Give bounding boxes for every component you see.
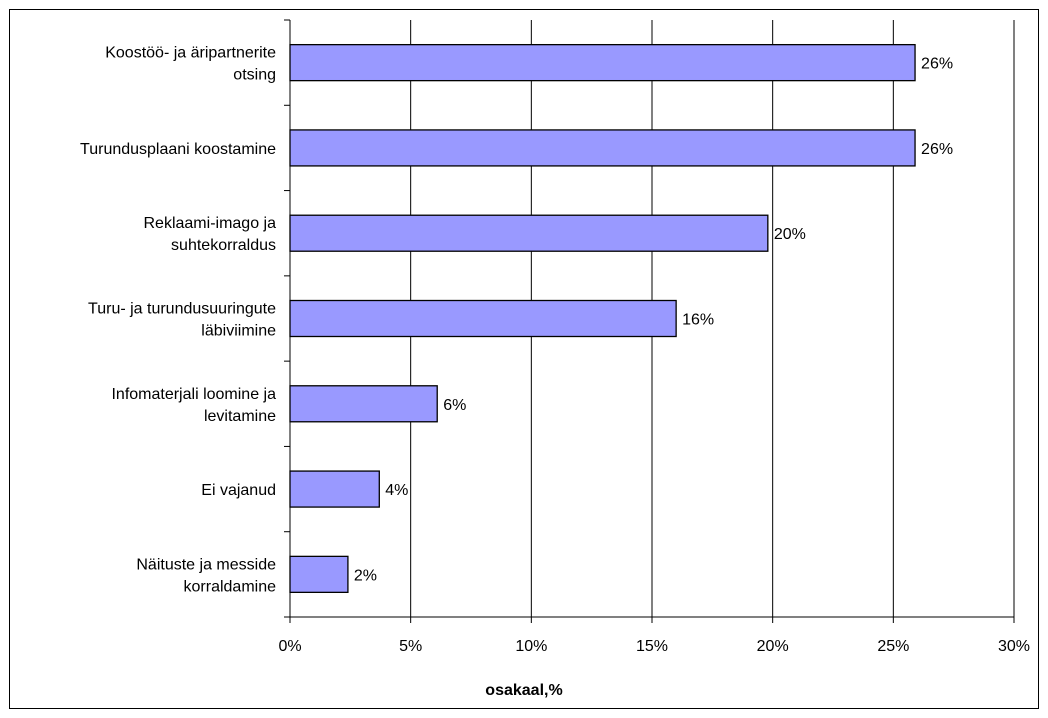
bar [289,385,438,423]
category-label: Infomaterjali loomine ja [111,386,276,403]
labels: 0% 5% 10% 15% 20% 25% 30% 26% Koostöö- ja äripar… [80,45,1030,655]
category-label: Turundusplaani koostamine [80,141,276,158]
bar [289,555,349,594]
data-label: 26% [921,56,953,73]
category-label: korraldamine [184,578,277,595]
bars [289,43,916,594]
bar [289,43,916,82]
chart-frame [9,9,1039,709]
data-label: 6% [443,397,466,414]
x-tick-label: 10% [515,638,547,655]
x-tick-label: 20% [757,638,789,655]
category-label: Turu- ja turundusuuringute [88,301,276,318]
category-label: Koostöö- ja äripartnerite [105,45,276,62]
data-label: 16% [682,312,714,329]
bar [289,214,769,252]
category-label: läbiviimine [201,323,276,340]
data-label: 20% [774,226,806,243]
x-tick-label: 5% [399,638,422,655]
category-label: Ei vajanud [201,482,276,499]
x-axis-title: osakaal,% [485,682,562,699]
category-label: Reklaami-imago ja [144,215,277,232]
category-label: suhtekorraldus [171,237,276,254]
category-label: Näituste ja messide [136,556,276,573]
category-label: levitamine [204,408,276,425]
data-label: 26% [921,141,953,158]
x-tick-label: 0% [278,638,301,655]
category-label: otsing [233,67,276,84]
bar [289,470,380,508]
data-label: 4% [385,482,408,499]
data-label: 2% [354,567,377,584]
axes [284,19,1015,623]
bar [289,129,916,167]
x-tick-label: 30% [998,638,1030,655]
x-tick-label: 25% [877,638,909,655]
gridlines [410,20,1015,617]
bar [289,299,677,338]
x-tick-label: 15% [636,638,668,655]
